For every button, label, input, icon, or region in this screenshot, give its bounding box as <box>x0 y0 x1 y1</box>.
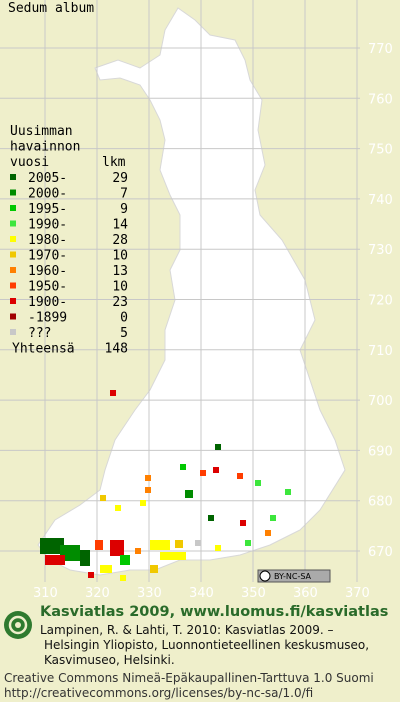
legend-count: 13 <box>112 264 128 279</box>
title: Sedum album <box>8 1 94 16</box>
citation: Lampinen, R. & Lahti, T. 2010: Kasviatla… <box>40 623 334 637</box>
legend-count: 0 <box>120 311 128 326</box>
northing-label: 680 <box>368 495 393 510</box>
legend-count: 7 <box>120 187 128 202</box>
northing-label: 760 <box>368 92 393 107</box>
legend-swatch <box>10 174 16 180</box>
legend-swatch <box>10 236 16 242</box>
legend-label: 2000- <box>28 187 67 202</box>
easting-label: 370 <box>345 586 370 601</box>
legend-label: 1900- <box>28 295 67 310</box>
legend-label: -1899 <box>28 311 67 326</box>
legend-label: 1950- <box>28 280 67 295</box>
legend-label: 2005- <box>28 171 67 186</box>
legend-count: 5 <box>120 326 128 341</box>
easting-label: 350 <box>241 586 266 601</box>
badge-text: BY-NC-SA <box>274 572 312 581</box>
legend-heading: havainnon <box>10 140 80 155</box>
legend-heading: Uusimman <box>10 124 73 139</box>
legend-label: ??? <box>28 326 51 341</box>
legend-swatch <box>10 282 16 289</box>
legend-count: 10 <box>112 249 128 264</box>
citation: Helsingin Yliopisto, Luonnontieteellinen… <box>44 638 369 652</box>
legend-swatch <box>10 251 16 258</box>
northing-label: 670 <box>368 545 393 560</box>
legend-label: 1960- <box>28 264 67 279</box>
footer-heading: Kasviatlas 2009, www.luomus.fi/kasviatla… <box>40 604 388 620</box>
legend-count: 28 <box>112 233 128 248</box>
legend-swatch <box>10 220 16 227</box>
easting-label: 310 <box>33 586 58 601</box>
legend-swatch <box>10 313 16 320</box>
legend-count: 23 <box>112 295 128 310</box>
legend-label: 1970- <box>28 249 67 264</box>
license: Creative Commons Nimeä-Epäkaupallinen-Ta… <box>4 671 374 685</box>
northing-label: 730 <box>368 243 393 258</box>
citation: Kasvimuseo, Helsinki. <box>44 653 175 667</box>
finland-map <box>37 7 346 576</box>
legend-label: 1990- <box>28 218 67 233</box>
legend-count: 29 <box>112 171 128 186</box>
legend-label: 1980- <box>28 233 67 248</box>
legend-swatch <box>10 329 16 335</box>
legend-swatch <box>10 298 16 304</box>
legend-label: 1995- <box>28 202 67 217</box>
northing-label: 750 <box>368 143 393 158</box>
easting-label: 330 <box>137 586 162 601</box>
northing-label: 740 <box>368 193 393 208</box>
legend-heading: vuosi <box>10 155 49 170</box>
cc-badge: BY-NC-SA <box>257 569 331 583</box>
northing-label: 720 <box>368 294 393 309</box>
northing-label: 700 <box>368 394 393 409</box>
legend-count: 14 <box>112 218 128 233</box>
legend-swatch <box>10 267 16 273</box>
northing-label: 690 <box>368 444 393 459</box>
legend-heading: lkm <box>102 155 126 170</box>
easting-label: 360 <box>293 586 318 601</box>
grid <box>0 0 360 582</box>
easting-label: 340 <box>189 586 214 601</box>
legend-swatch <box>10 205 16 211</box>
northing-label: 710 <box>368 344 393 359</box>
northing-label: 770 <box>368 42 393 57</box>
legend-total: 148 <box>105 342 128 357</box>
logo <box>4 611 32 639</box>
license: http://creativecommons.org/licenses/by-n… <box>4 686 313 700</box>
easting-label: 320 <box>85 586 110 601</box>
legend-count: 9 <box>120 202 128 217</box>
legend-swatch <box>10 189 16 196</box>
occurrence-squares <box>40 390 291 581</box>
legend-count: 10 <box>112 280 128 295</box>
legend-total-label: Yhteensä <box>12 342 75 357</box>
